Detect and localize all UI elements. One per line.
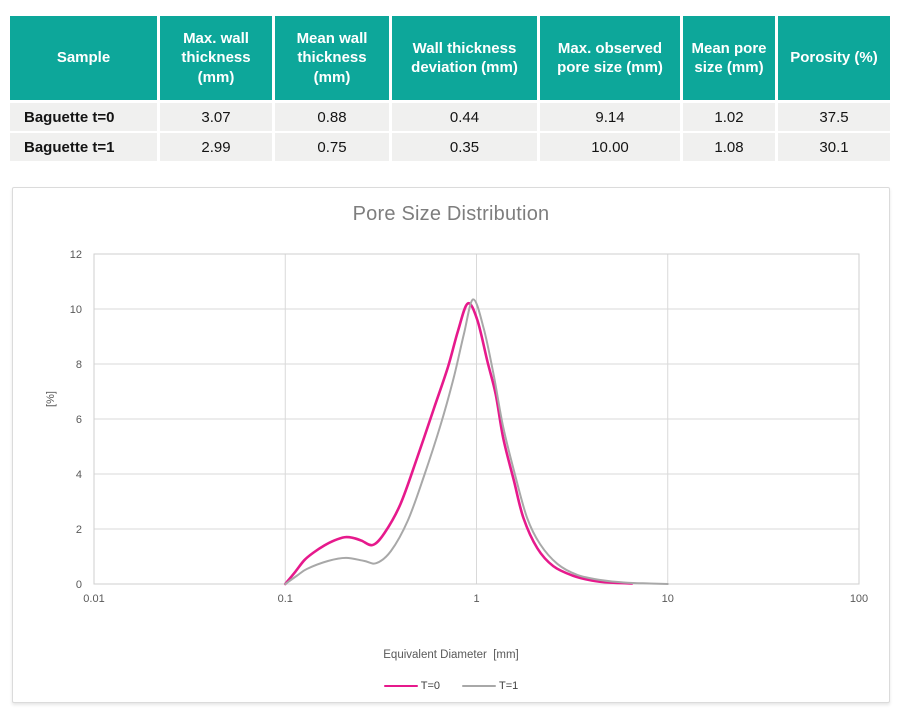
table-value-cell: 3.07 (160, 103, 272, 131)
legend-label: T=0 (420, 680, 440, 692)
y-axis-title: [%] (45, 391, 57, 407)
chart-legend: T=0 T=1 (13, 680, 889, 692)
table-value-cell: 1.02 (683, 103, 775, 131)
x-tick-label: 1 (473, 593, 479, 605)
legend-line-swatch (462, 685, 496, 687)
sample-name-cell: Baguette t=1 (10, 133, 157, 161)
plot-border (93, 253, 860, 585)
y-tick-label: 12 (70, 249, 82, 261)
pore-size-chart-card: Pore Size Distribution 0 2 4 6 8 10 12 0.01 0.1 1… (12, 187, 890, 703)
y-tick-label: 8 (76, 359, 82, 371)
table-value-cell: 0.35 (392, 133, 537, 161)
table-header-row: Sample Max. wall thickness (mm) Mean wall … (10, 16, 890, 100)
legend-item: T=0 (383, 680, 440, 692)
table-value-cell: 30.1 (778, 133, 890, 161)
table-value-cell: 0.75 (275, 133, 389, 161)
legend-item: T=1 (462, 680, 518, 692)
x-tick-label: 0.01 (83, 593, 104, 605)
table-value-cell: 2.99 (160, 133, 272, 161)
table-header-cell: Porosity (%) (778, 16, 890, 100)
y-tick-label: 4 (76, 469, 82, 481)
table-header-cell: Wall thickness deviation (mm) (392, 16, 537, 100)
chart-title: Pore Size Distribution (352, 203, 550, 225)
table-value-cell: 0.88 (275, 103, 389, 131)
y-tick-label: 6 (76, 414, 82, 426)
table-header-cell: Mean wall thickness (mm) (275, 16, 389, 100)
sample-properties-table: Sample Max. wall thickness (mm) Mean wall … (10, 16, 890, 161)
x-tick-label: 100 (850, 593, 868, 605)
legend-label: T=1 (499, 680, 519, 692)
table-header-cell: Max. observed pore size (mm) (540, 16, 680, 100)
table-value-cell: 10.00 (540, 133, 680, 161)
table-header-cell: Max. wall thickness (mm) (160, 16, 272, 100)
table-row: Baguette t=1 2.99 0.75 0.35 10.00 1.08 30.1 (10, 133, 890, 161)
table-row: Baguette t=0 3.07 0.88 0.44 9.14 1.02 37.5 (10, 103, 890, 131)
y-tick-label: 10 (70, 304, 82, 316)
y-tick-label: 2 (76, 524, 82, 536)
series-line-t-1 (284, 298, 669, 585)
table-header-cell: Sample (10, 16, 157, 100)
table-header-cell: Mean pore size (mm) (683, 16, 775, 100)
series-line-t-0 (283, 301, 634, 586)
pore-size-chart-plot: 0 2 4 6 8 10 12 0.01 0.1 1 10 100 (70, 249, 868, 605)
table-value-cell: 0.44 (392, 103, 537, 131)
x-axis-title: Equivalent Diameter [mm] (383, 649, 519, 661)
table-value-cell: 37.5 (778, 103, 890, 131)
sample-name-cell: Baguette t=0 (10, 103, 157, 131)
table-value-cell: 1.08 (683, 133, 775, 161)
x-tick-label: 10 (662, 593, 674, 605)
legend-line-swatch (383, 684, 418, 688)
x-tick-label: 0.1 (278, 593, 293, 605)
table-value-cell: 9.14 (540, 103, 680, 131)
y-tick-label: 0 (76, 579, 82, 591)
